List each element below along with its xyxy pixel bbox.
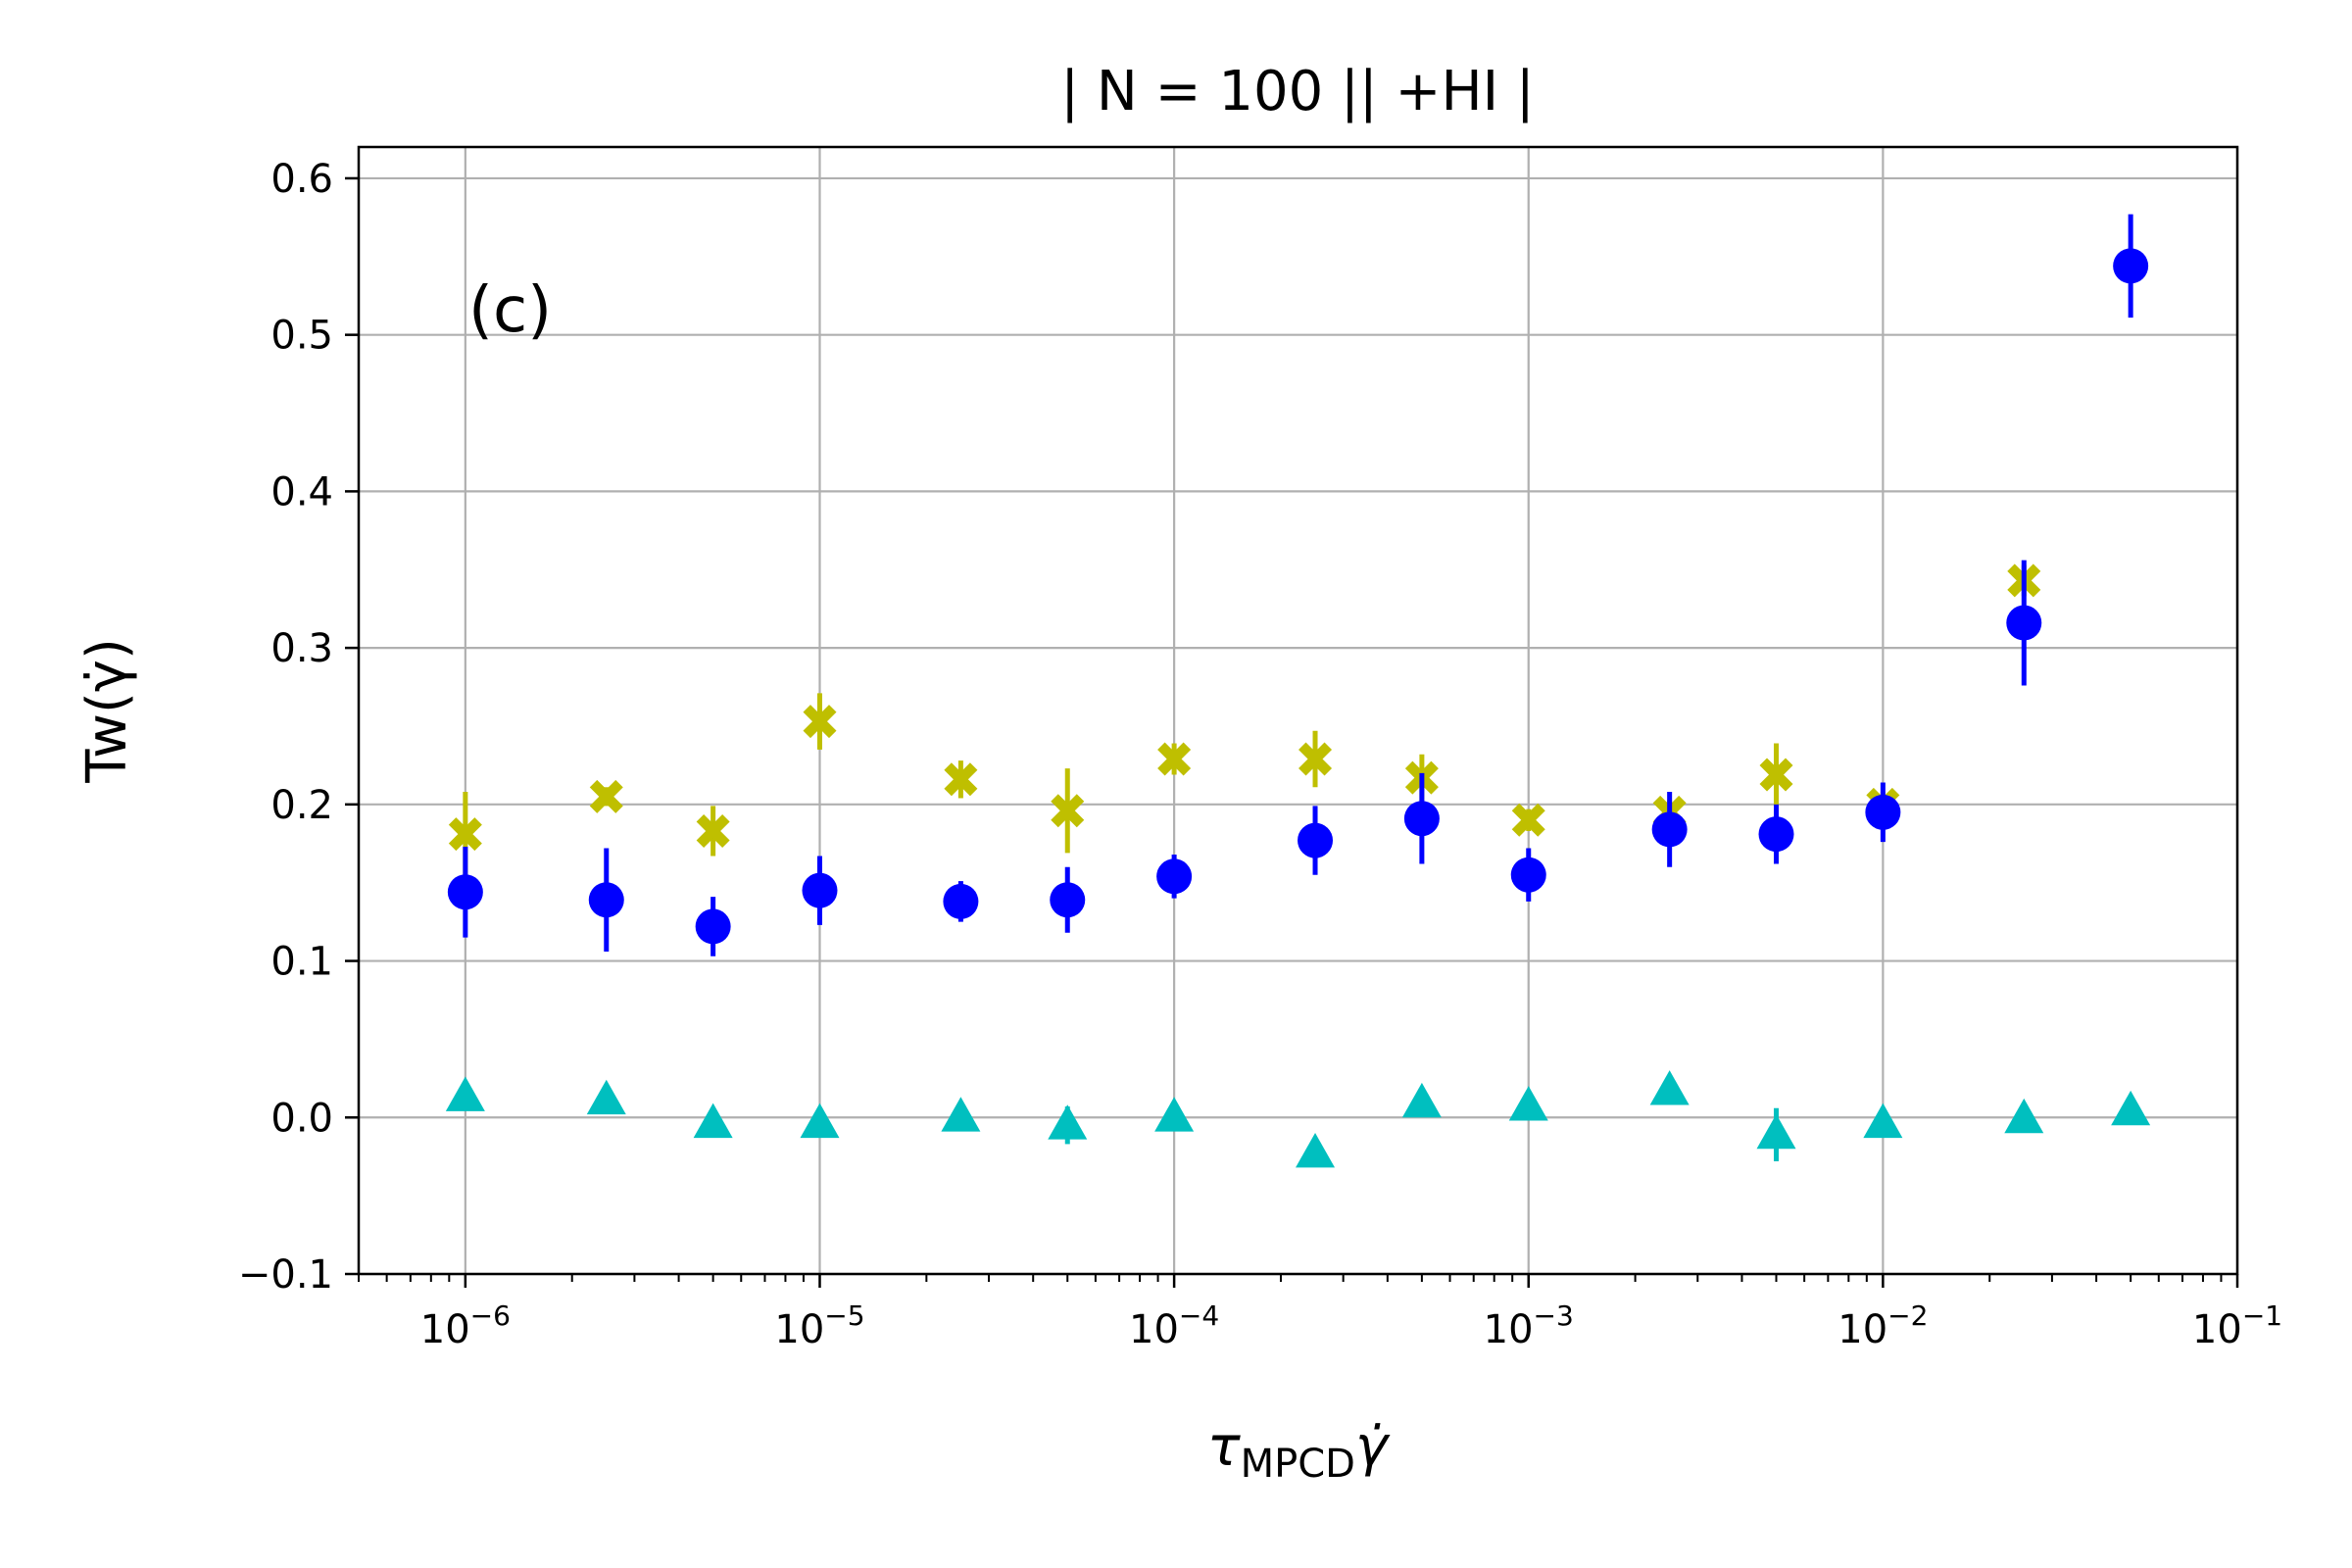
x-tick-label-exponent: −5: [824, 1299, 864, 1332]
data-point-triangle: [1154, 1097, 1195, 1132]
series-yellow-x: [448, 564, 2041, 877]
major-ticks: [345, 176, 2239, 1288]
minor-ticks: [358, 1274, 2223, 1282]
plot-points: [445, 214, 2151, 1168]
x-tick-label-exponent: −6: [470, 1299, 511, 1332]
data-point-triangle: [941, 1097, 981, 1132]
y-tick-label: 0.4: [270, 469, 333, 514]
data-point-circle: [1865, 794, 1901, 830]
panel-label: (c): [468, 274, 552, 347]
data-point-triangle: [1649, 1070, 1690, 1105]
x-axis-label-symbol: τ: [1207, 1415, 1241, 1479]
x-tick-label-base: 10: [1129, 1307, 1179, 1352]
y-tick-label: 0.6: [270, 157, 333, 202]
data-point-triangle: [1756, 1113, 1796, 1150]
y-tick-labels: −0.1 0.0 0.1 0.2 0.3 0.4 0.5 0.6: [238, 157, 333, 1298]
data-point-circle: [1403, 801, 1440, 837]
data-point-x: [1298, 742, 1333, 776]
data-point-circle: [447, 874, 483, 910]
data-point-circle: [2006, 605, 2042, 641]
data-point-x: [1759, 758, 1793, 792]
data-point-triangle: [693, 1102, 733, 1139]
data-point-x: [696, 813, 730, 848]
x-tick-label-exponent: −1: [2242, 1299, 2282, 1332]
x-tick-label-base: 10: [1838, 1307, 1887, 1352]
x-axis-label-subscript: MPCD: [1241, 1442, 1355, 1487]
data-point-triangle: [1508, 1086, 1548, 1121]
data-point-circle: [2113, 248, 2149, 284]
x-axis-label-suffix: γ̇: [1355, 1415, 1391, 1479]
y-tick-label: −0.1: [238, 1252, 333, 1298]
x-tick-label: 10−4: [1129, 1299, 1219, 1352]
data-point-circle: [1651, 811, 1688, 848]
x-tick-label: 10−1: [2192, 1299, 2282, 1352]
y-tick-label: 0.2: [270, 783, 333, 828]
data-point-x: [448, 817, 482, 852]
x-tick-label: 10−5: [774, 1299, 864, 1352]
x-tick-label-exponent: −4: [1179, 1299, 1219, 1332]
data-point-triangle: [586, 1079, 626, 1115]
x-axis-label: τMPCDγ̇: [1207, 1415, 1391, 1487]
y-tick-label: 0.3: [270, 626, 333, 671]
data-point-triangle: [1401, 1082, 1442, 1118]
data-point-x: [803, 705, 837, 739]
x-tick-label: 10−2: [1838, 1299, 1928, 1352]
series-cyan-triangle: [445, 1070, 2151, 1168]
data-point-circle: [1050, 882, 1086, 918]
y-axis-label: Tw(γ̇): [75, 638, 139, 784]
x-tick-labels: 10−6 10−5 10−4 10−3 10−2 10−1: [420, 1299, 2282, 1352]
y-tick-label: 0.5: [270, 314, 333, 359]
data-point-circle: [1510, 857, 1546, 893]
series-blue-circle: [447, 214, 2149, 956]
chart-title: | N = 100 || +HI |: [1060, 60, 1535, 123]
data-point-x: [944, 762, 978, 797]
data-point-circle: [588, 882, 624, 918]
x-tick-label-base: 10: [774, 1307, 824, 1352]
x-tick-label-exponent: −2: [1887, 1299, 1928, 1332]
plot-frame: [357, 145, 2239, 1276]
y-tick-label: 0.1: [270, 940, 333, 985]
grid: [359, 147, 2239, 1276]
data-point-x: [1157, 742, 1192, 776]
data-point-x: [1511, 803, 1545, 837]
x-tick-label-base: 10: [420, 1307, 470, 1352]
data-point-triangle: [1863, 1102, 1903, 1139]
data-point-triangle: [1048, 1104, 1088, 1140]
data-point-circle: [1298, 822, 1334, 858]
data-point-circle: [943, 883, 979, 919]
data-point-circle: [695, 908, 731, 945]
data-point-triangle: [445, 1076, 485, 1111]
data-point-circle: [802, 872, 838, 908]
data-point-x: [589, 779, 623, 813]
x-tick-label: 10−3: [1484, 1299, 1574, 1352]
data-point-triangle: [2111, 1090, 2151, 1126]
x-tick-label: 10−6: [420, 1299, 511, 1352]
x-tick-label-base: 10: [1484, 1307, 1534, 1352]
y-tick-label: 0.0: [270, 1096, 333, 1141]
data-point-triangle: [800, 1102, 840, 1139]
data-point-circle: [1758, 816, 1794, 853]
data-point-triangle: [2004, 1098, 2044, 1134]
x-tick-label-exponent: −3: [1534, 1299, 1574, 1332]
x-tick-label-base: 10: [2192, 1307, 2242, 1352]
data-point-x: [1051, 794, 1085, 828]
data-point-circle: [1156, 858, 1193, 895]
data-point-triangle: [1296, 1133, 1336, 1168]
